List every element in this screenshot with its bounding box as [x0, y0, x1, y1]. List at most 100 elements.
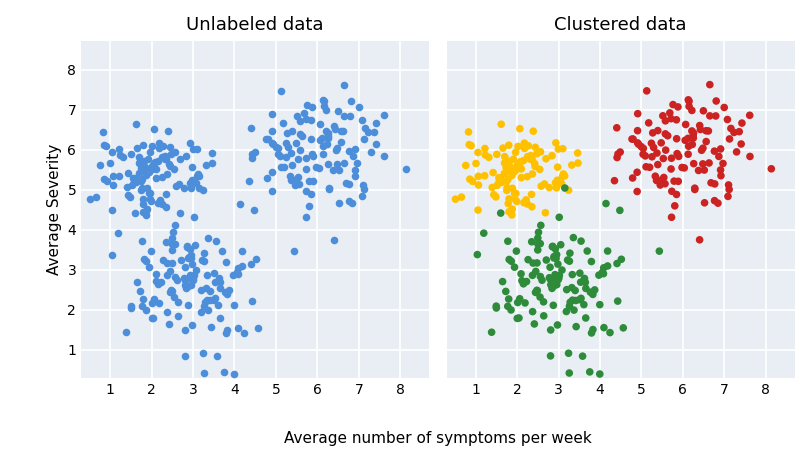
Point	[694, 126, 707, 133]
Point	[146, 143, 159, 150]
Point	[597, 264, 610, 272]
Point	[346, 200, 359, 207]
Point	[168, 293, 181, 301]
Point	[687, 134, 700, 142]
Point	[135, 187, 148, 194]
Point	[586, 326, 599, 333]
Point	[631, 188, 644, 195]
Point	[631, 169, 644, 176]
Point	[334, 127, 347, 135]
Point	[765, 165, 778, 172]
Point	[546, 243, 559, 250]
Point	[501, 303, 514, 310]
Point	[369, 140, 382, 148]
Point	[508, 168, 521, 175]
Point	[637, 151, 650, 158]
Point	[148, 125, 161, 132]
Point	[357, 181, 370, 189]
Point	[631, 127, 644, 134]
Point	[214, 314, 227, 322]
Point	[524, 153, 537, 160]
Point	[546, 152, 559, 160]
Point	[156, 256, 169, 263]
Point	[349, 166, 362, 174]
Point	[214, 285, 227, 292]
Point	[342, 197, 355, 204]
Point	[342, 148, 355, 155]
Point	[700, 138, 713, 145]
Point	[650, 177, 663, 184]
Point	[491, 182, 504, 189]
Point	[546, 285, 559, 292]
Point	[603, 329, 616, 336]
Point	[556, 172, 569, 180]
Point	[161, 128, 174, 135]
Point	[328, 236, 341, 243]
Point	[273, 152, 286, 160]
Point	[156, 200, 169, 207]
Point	[687, 132, 700, 139]
Point	[169, 273, 182, 280]
Point	[727, 129, 740, 136]
Point	[686, 141, 699, 148]
Point	[569, 297, 582, 304]
Point	[502, 296, 515, 303]
Point	[231, 270, 244, 278]
Point	[560, 308, 573, 315]
Point	[193, 184, 206, 192]
Point	[182, 275, 195, 282]
Point	[532, 229, 545, 236]
Point	[549, 245, 562, 253]
Point	[137, 195, 150, 202]
Point	[328, 122, 341, 129]
Point	[134, 164, 147, 171]
Point	[716, 160, 729, 167]
Point	[378, 153, 391, 160]
Point	[639, 152, 652, 160]
Point	[708, 148, 721, 155]
Point	[659, 117, 672, 124]
Point	[531, 287, 544, 295]
Point	[288, 181, 301, 189]
Point	[204, 297, 217, 304]
Point	[585, 258, 598, 265]
Point	[566, 271, 579, 278]
Point	[182, 301, 195, 309]
Point	[135, 177, 148, 185]
Point	[544, 326, 557, 334]
Point	[692, 167, 705, 174]
Point	[601, 262, 614, 270]
Point	[664, 165, 677, 173]
Point	[323, 186, 336, 193]
Point	[200, 284, 212, 291]
Point	[275, 87, 288, 95]
Point	[301, 101, 314, 108]
Point	[161, 260, 174, 267]
Point	[89, 194, 102, 201]
Point	[144, 198, 157, 205]
Point	[531, 240, 544, 248]
Point	[141, 155, 154, 163]
Point	[579, 285, 592, 292]
Point	[501, 237, 514, 245]
Point	[658, 174, 671, 181]
Point	[471, 149, 484, 156]
Point	[149, 165, 162, 172]
Point	[463, 176, 476, 183]
Point	[695, 147, 708, 154]
Point	[708, 197, 721, 204]
Point	[565, 284, 578, 291]
Point	[186, 276, 199, 284]
Point	[743, 112, 756, 119]
Point	[165, 150, 178, 157]
Point	[646, 129, 659, 136]
Point	[152, 199, 165, 207]
Point	[539, 209, 551, 216]
Point	[515, 174, 528, 181]
Point	[280, 153, 293, 160]
Point	[611, 154, 624, 161]
Point	[511, 165, 524, 173]
Point	[485, 329, 498, 336]
Point	[136, 200, 149, 207]
Point	[156, 153, 169, 160]
